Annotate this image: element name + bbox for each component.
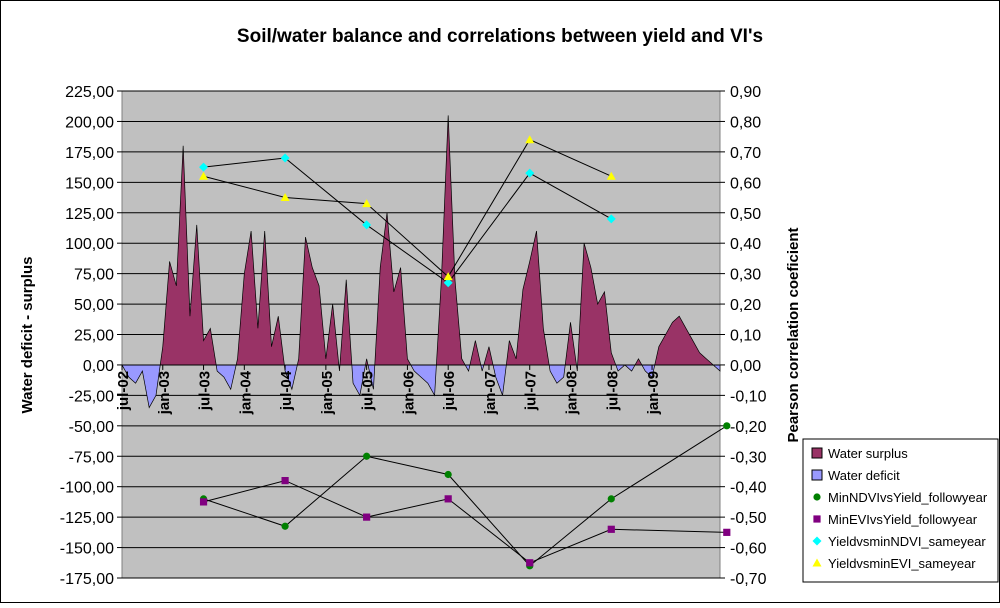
- point-MinEVIvsYield_followyear: [281, 477, 289, 485]
- point-YieldvsminNDVI_sameyear: [606, 214, 616, 224]
- y-tick-label-right: 0,30: [730, 267, 761, 284]
- point-YieldvsminEVI_sameyear: [362, 199, 372, 208]
- x-tick-label: jul-03: [197, 371, 214, 411]
- series-line-YieldvsminNDVI_sameyear: [203, 157, 612, 284]
- point-YieldvsminNDVI_sameyear: [280, 153, 290, 163]
- point-MinNDVIvsYield_followyear: [363, 452, 371, 460]
- y-tick-label-right: 0,10: [730, 328, 761, 345]
- point-YieldvsminEVI_sameyear: [280, 193, 290, 202]
- y-tick-label-right: -0,50: [730, 510, 767, 527]
- point-YieldvsminEVI_sameyear: [443, 272, 453, 281]
- y-tick-label-right: -0,70: [730, 571, 767, 588]
- legend-label: Water surplus: [828, 446, 908, 461]
- legend: Water surplus Water deficit MinNDVIvsYield…: [802, 438, 999, 583]
- legend-marker: [813, 515, 821, 523]
- point-MinNDVIvsYield_followyear: [281, 522, 289, 530]
- y-tick-label-left: 150,00: [65, 175, 114, 192]
- legend-label: MinEVIvsYield_followyear: [828, 512, 978, 527]
- y-tick-label-right: -0,60: [730, 541, 767, 558]
- legend-marker: [812, 558, 822, 567]
- point-YieldvsminNDVI_sameyear: [199, 162, 209, 172]
- y-tick-label-left: -50,00: [69, 419, 114, 436]
- y-tick-label-right: 0,80: [730, 114, 761, 131]
- point-YieldvsminNDVI_sameyear: [525, 168, 535, 178]
- point-YieldvsminEVI_sameyear: [606, 171, 616, 180]
- series-line-YieldvsminEVI_sameyear: [203, 139, 612, 278]
- point-MinEVIvsYield_followyear: [526, 559, 534, 567]
- point-MinEVIvsYield_followyear: [444, 495, 452, 503]
- y-tick-label-left: -175,00: [60, 571, 114, 588]
- legend-label: YieldvsminEVI_sameyear: [828, 556, 976, 571]
- x-tick-label: jan-09: [645, 371, 662, 415]
- x-tick-label: jan-06: [400, 371, 417, 415]
- y-tick-label-left: 100,00: [65, 236, 114, 253]
- y-axis-label-right: Pearson correlation coeficient: [785, 227, 802, 442]
- y-tick-label-left: 50,00: [74, 297, 114, 314]
- legend-marker: [812, 536, 822, 546]
- legend-swatch: [811, 447, 823, 459]
- y-tick-label-left: 225,00: [65, 84, 114, 101]
- x-tick-label: jul-04: [278, 370, 295, 411]
- y-tick-label-right: 0,50: [730, 206, 761, 223]
- y-tick-label-right: -0,10: [730, 388, 767, 405]
- x-tick-label: jul-02: [115, 371, 132, 411]
- x-tick-label: jan-07: [482, 371, 499, 415]
- y-tick-label-right: 0,70: [730, 145, 761, 162]
- y-tick-label-left: 125,00: [65, 206, 114, 223]
- y-tick-label-left: -25,00: [69, 388, 114, 405]
- point-MinNDVIvsYield_followyear: [607, 495, 615, 503]
- y-tick-label-left: -75,00: [69, 449, 114, 466]
- x-tick-label: jul-08: [604, 371, 621, 411]
- y-tick-label-left: 25,00: [74, 328, 114, 345]
- y-tick-label-right: -0,30: [730, 449, 767, 466]
- y-tick-label-right: -0,40: [730, 480, 767, 497]
- x-tick-label: jan-04: [237, 370, 254, 415]
- legend-marker: [813, 493, 821, 501]
- point-MinEVIvsYield_followyear: [363, 513, 371, 521]
- y-tick-label-left: -100,00: [60, 480, 114, 497]
- legend-label: MinNDVIvsYield_followyear: [828, 490, 988, 505]
- y-tick-label-right: 0,40: [730, 236, 761, 253]
- y-tick-label-left: 200,00: [65, 114, 114, 131]
- chart-title: Soil/water balance and correlations betw…: [237, 26, 763, 47]
- y-tick-label-left: -150,00: [60, 541, 114, 558]
- point-MinEVIvsYield_followyear: [723, 528, 731, 536]
- y-tick-label-left: 0,00: [83, 358, 114, 375]
- x-tick-label: jan-08: [564, 371, 581, 415]
- point-YieldvsminEVI_sameyear: [525, 135, 535, 144]
- point-MinNDVIvsYield_followyear: [723, 422, 731, 430]
- y-tick-label-right: -0,20: [730, 419, 767, 436]
- x-tick-label: jul-06: [441, 371, 458, 411]
- point-YieldvsminNDVI_sameyear: [443, 278, 453, 288]
- y-axis-label-left: Water deficit - surplus: [19, 257, 36, 414]
- x-tick-label: jul-05: [360, 371, 377, 411]
- y-tick-label-right: 0,20: [730, 297, 761, 314]
- x-tick-label: jul-07: [523, 371, 540, 411]
- point-MinEVIvsYield_followyear: [607, 525, 615, 533]
- y-tick-label-right: 0,60: [730, 175, 761, 192]
- point-YieldvsminEVI_sameyear: [199, 171, 209, 180]
- legend-box: [802, 438, 999, 583]
- point-MinNDVIvsYield_followyear: [444, 470, 452, 479]
- y-tick-label-left: -125,00: [60, 510, 114, 527]
- legend-label: Water deficit: [828, 468, 900, 483]
- plot-layer: 225,00 200,00 175,00 150,00 125,00 100,00 75,0…: [60, 84, 767, 588]
- legend-swatch: [811, 469, 823, 481]
- y-tick-label-right: 0,90: [730, 84, 761, 101]
- x-tick-label: jan-05: [319, 371, 336, 415]
- x-tick-label: jan-03: [156, 371, 173, 415]
- legend-label: YieldvsminNDVI_sameyear: [828, 534, 986, 549]
- point-MinEVIvsYield_followyear: [199, 498, 208, 506]
- y-tick-label-left: 175,00: [65, 145, 114, 162]
- y-tick-label-left: 75,00: [74, 267, 114, 284]
- point-YieldvsminNDVI_sameyear: [362, 220, 372, 230]
- y-tick-label-right: 0,00: [730, 358, 761, 375]
